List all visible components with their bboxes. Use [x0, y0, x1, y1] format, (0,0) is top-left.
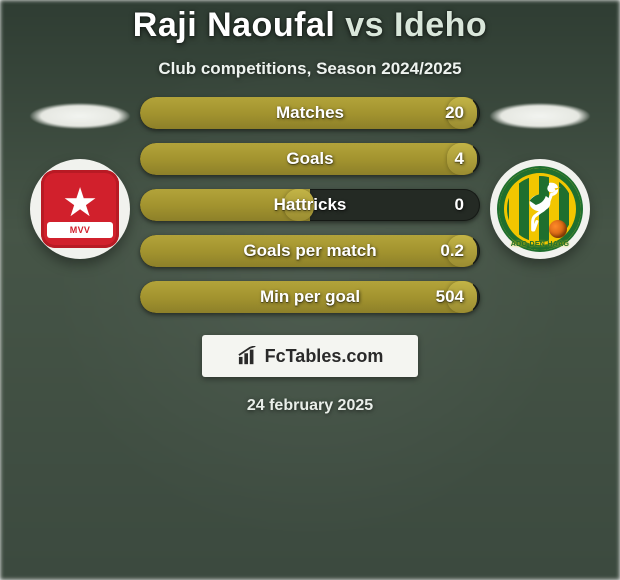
chart-icon	[237, 346, 259, 366]
stat-bar-label: Matches	[140, 97, 480, 129]
stat-bar-label: Goals	[140, 143, 480, 175]
stat-bar: Matches20	[140, 97, 480, 129]
brand-label: FcTables.com	[265, 346, 384, 367]
stat-bar-value: 20	[445, 97, 464, 129]
vs-label: vs	[345, 6, 384, 44]
comparison-arena: ★ MVV Matches20 Goals4 Hattricks0 Goals per…	[0, 97, 620, 313]
comparison-title: Raji Naoufal vs Ideho	[133, 6, 487, 45]
stat-bar-label: Min per goal	[140, 281, 480, 313]
stat-bar: Hattricks0	[140, 189, 480, 221]
player2-platform	[490, 103, 590, 129]
ado-crest-icon: ADO DEN HAAG	[499, 168, 581, 250]
stat-bar-label: Hattricks	[140, 189, 480, 221]
player1-club-crest: ★ MVV	[30, 159, 130, 259]
mvv-crest-icon: ★ MVV	[41, 170, 119, 248]
stat-bars: Matches20 Goals4 Hattricks0 Goals per match…	[140, 97, 480, 313]
brand-box: FcTables.com	[202, 335, 418, 377]
right-side: ADO DEN HAAG	[480, 97, 600, 259]
stat-bar-value: 0	[455, 189, 464, 221]
stat-bar: Min per goal504	[140, 281, 480, 313]
stat-bar-value: 0.2	[440, 235, 464, 267]
stat-bar-value: 4	[455, 143, 464, 175]
stat-bar: Goals per match0.2	[140, 235, 480, 267]
left-side: ★ MVV	[20, 97, 140, 259]
ado-ring-label: ADO DEN HAAG	[499, 168, 581, 250]
player2-club-crest: ADO DEN HAAG	[490, 159, 590, 259]
player1-platform	[30, 103, 130, 129]
star-icon: ★	[62, 183, 98, 223]
stat-bar: Goals4	[140, 143, 480, 175]
stat-bar-value: 504	[436, 281, 464, 313]
season-subtitle: Club competitions, Season 2024/2025	[158, 59, 461, 79]
mvv-band-label: MVV	[47, 222, 113, 238]
player2-name: Ideho	[394, 6, 487, 44]
stat-bar-label: Goals per match	[140, 235, 480, 267]
player1-name: Raji Naoufal	[133, 6, 335, 44]
snapshot-date: 24 february 2025	[247, 397, 373, 415]
